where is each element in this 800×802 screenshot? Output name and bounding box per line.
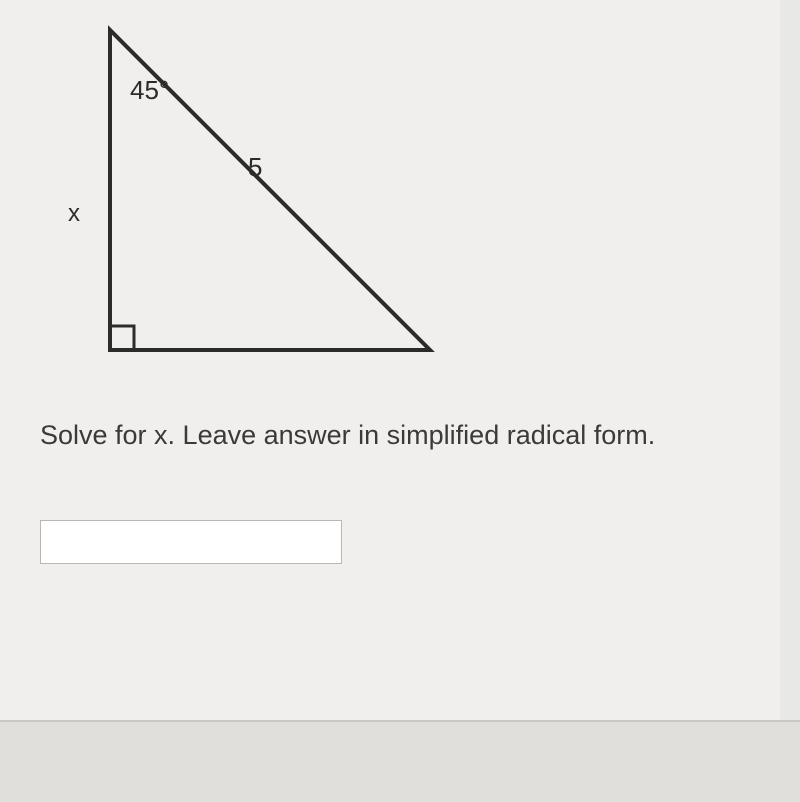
right-angle-marker: [110, 326, 134, 350]
triangle-diagram: [40, 20, 450, 370]
paper-area: 45° 5 x Solve for x. Leave answer in sim…: [0, 0, 780, 720]
page-bottom-edge: [0, 720, 800, 802]
question-text: Solve for x. Leave answer in simplified …: [40, 420, 655, 451]
angle-label: 45°: [130, 75, 169, 106]
answer-input[interactable]: [40, 520, 342, 564]
left-side-label: x: [68, 200, 80, 228]
hypotenuse-label: 5: [248, 152, 262, 183]
